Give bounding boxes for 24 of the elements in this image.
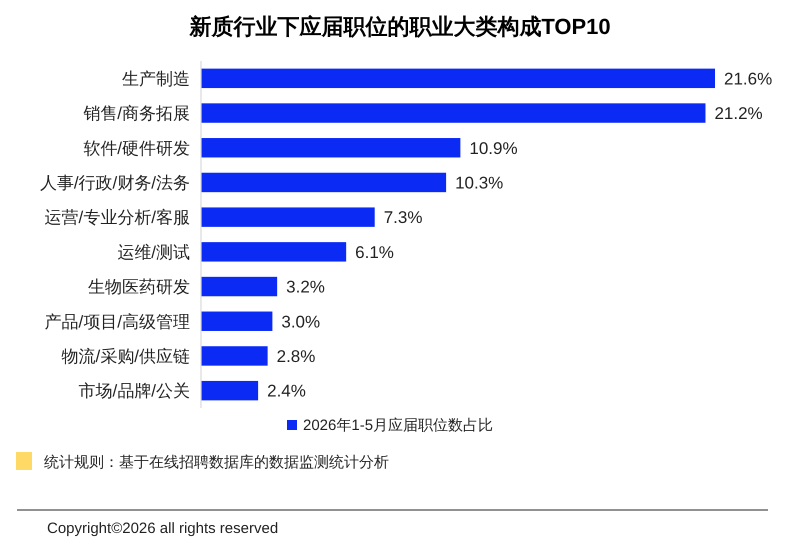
tick-label: 产品/项目/高级管理 — [44, 312, 190, 332]
tick-label: 人事/行政/财务/法务 — [40, 173, 190, 192]
tick-label: 运维/测试 — [117, 242, 190, 262]
data-label: 10.3% — [455, 173, 504, 192]
data-label: 3.2% — [286, 278, 325, 297]
data-label: 10.9% — [469, 138, 518, 158]
tick-label: 生物医药研发 — [88, 278, 190, 297]
tick-label: 生产制造 — [122, 69, 190, 88]
data-label: 2.4% — [267, 382, 306, 401]
data-label: 2.8% — [276, 346, 316, 366]
tick-label: 市场/品牌/公关 — [78, 382, 190, 401]
tick-label: 运营/专业分析/客服 — [44, 208, 190, 228]
data-label: 6.1% — [355, 242, 394, 262]
data-label: 21.2% — [714, 104, 763, 124]
annotation: 统计规则：基于在线招聘数据库的数据监测统计分析 — [44, 454, 389, 471]
data-label: 21.6% — [724, 69, 772, 88]
annotation: Copyright©2026 all rights reserved — [47, 520, 278, 537]
tick-label: 销售/商务拓展 — [83, 104, 190, 124]
title: 新质行业下应届职位的职业大类构成TOP10 — [189, 14, 611, 39]
data-label: 7.3% — [384, 208, 422, 228]
tick-label: 软件/硬件研发 — [83, 138, 190, 158]
data-label: 3.0% — [281, 312, 320, 332]
legend-label: 2026年1-5月应届职位数占比 — [303, 417, 494, 434]
tick-label: 物流/采购/供应链 — [62, 346, 190, 366]
